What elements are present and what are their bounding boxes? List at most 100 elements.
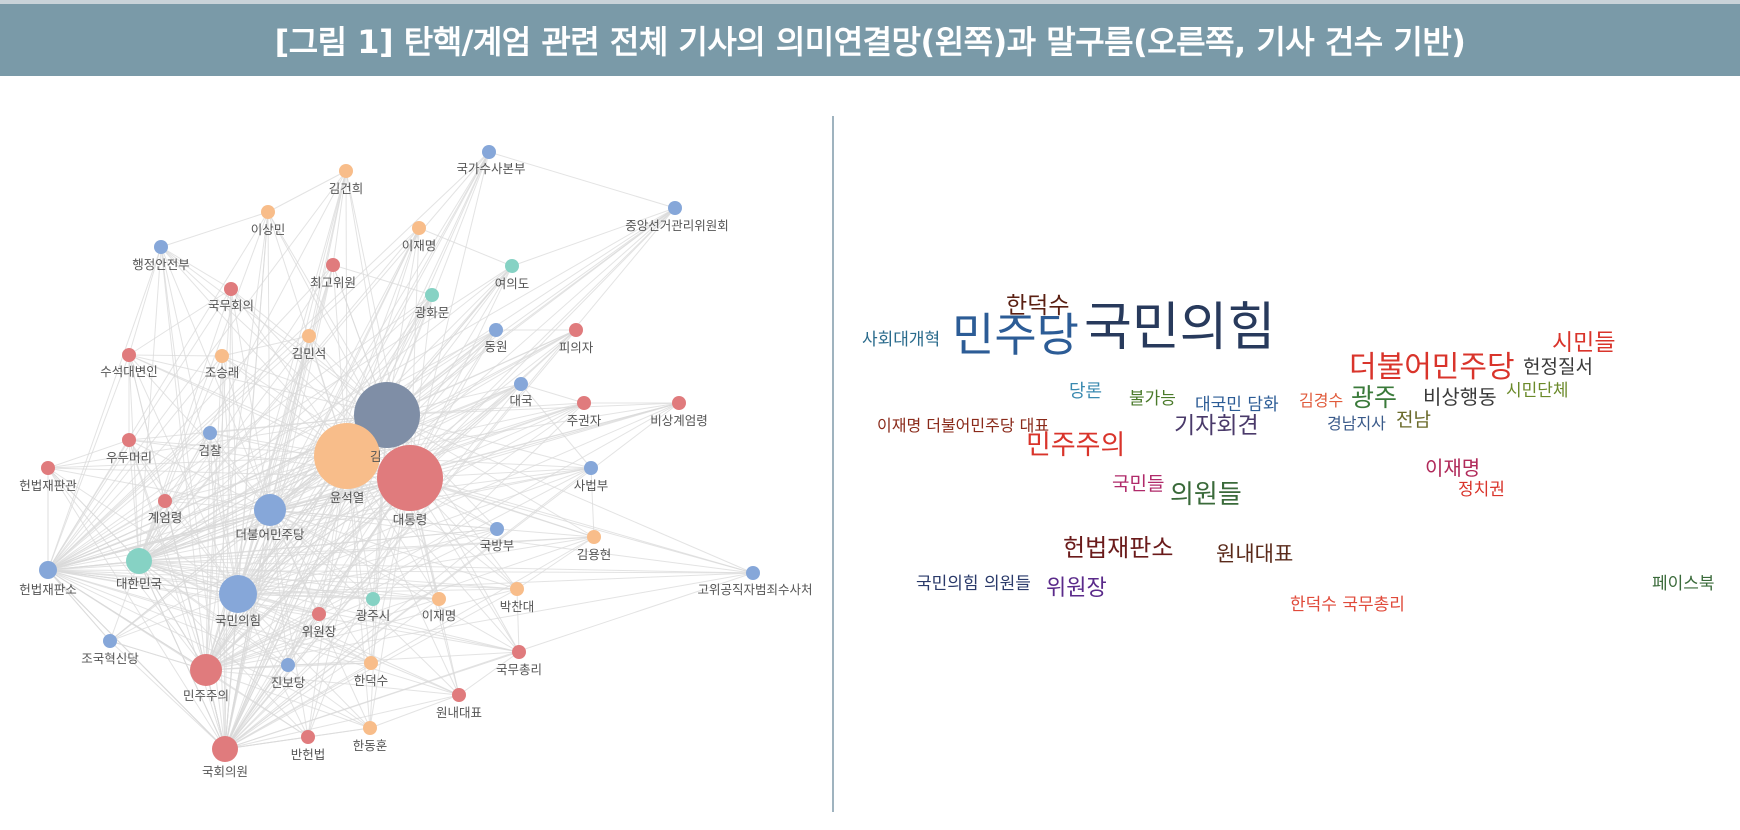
network-edge xyxy=(230,288,239,595)
network-node xyxy=(224,282,238,296)
network-node xyxy=(412,221,426,235)
network-edge xyxy=(160,246,271,511)
wordcloud-word: 국민의힘 xyxy=(1084,298,1276,358)
wordcloud-word: 기자회견 xyxy=(1174,413,1259,439)
network-edge xyxy=(47,528,498,571)
network-edge xyxy=(209,432,239,595)
network-node-label: 이재명 xyxy=(422,608,457,623)
wordcloud-word: 더불어민주당 xyxy=(1349,350,1515,385)
network-edge xyxy=(237,593,460,696)
network-node xyxy=(103,634,117,648)
network-node xyxy=(505,259,519,273)
figure-title: [그림 1] 탄핵/계엄 관련 전체 기사의 의미연결망(왼쪽)과 말구름(오른… xyxy=(274,23,1466,61)
network-node xyxy=(215,349,229,363)
network-node xyxy=(281,658,295,672)
network-edge xyxy=(47,455,348,571)
network-node xyxy=(122,348,136,362)
wordcloud-word: 경남지사 xyxy=(1327,414,1386,433)
network-edge xyxy=(409,477,520,653)
network-edge xyxy=(224,509,271,750)
network-edge xyxy=(47,569,372,664)
network-edge xyxy=(47,569,289,666)
network-edge xyxy=(409,265,513,479)
network-edge xyxy=(386,414,592,469)
network-node-label: 김용현 xyxy=(577,547,612,562)
network-edge xyxy=(160,246,232,290)
network-edge xyxy=(237,593,371,729)
network-edge xyxy=(458,651,520,696)
network-edge xyxy=(205,455,348,671)
network-node-label: 동원 xyxy=(484,339,507,354)
network-node xyxy=(254,494,286,526)
network-edge xyxy=(409,477,754,574)
network-node-label: 헌법재판소 xyxy=(19,582,77,597)
network-node xyxy=(452,688,466,702)
network-edge xyxy=(224,598,374,750)
wordcloud-word: 한덕수 국무총리 xyxy=(1290,595,1405,615)
network-edge xyxy=(237,207,676,595)
network-edge xyxy=(47,455,348,469)
network-edge xyxy=(269,509,520,653)
network-node xyxy=(326,258,340,272)
network-edge xyxy=(307,727,371,738)
network-node-label: 비상계엄령 xyxy=(650,413,708,428)
network-edge xyxy=(224,227,420,750)
network-node-label: 조승래 xyxy=(205,365,240,380)
network-edge xyxy=(230,288,388,416)
network-edge xyxy=(287,613,320,666)
network-node-label: 사법부 xyxy=(574,478,609,493)
network-edge xyxy=(47,439,130,571)
network-edge xyxy=(160,246,388,416)
network-node-label: 대한민국 xyxy=(116,576,162,591)
wordcloud-word: 위원장 xyxy=(1046,576,1107,601)
wordcloud-word: 광주 xyxy=(1351,383,1398,412)
network-edge xyxy=(224,170,347,750)
network-edge xyxy=(224,664,289,750)
network-edge xyxy=(386,414,754,574)
network-node-label: 주권자 xyxy=(567,413,602,428)
network-edge xyxy=(128,354,271,511)
network-edge xyxy=(160,211,269,248)
network-edge xyxy=(47,383,522,571)
network-edge xyxy=(287,662,372,666)
network-node xyxy=(219,575,257,613)
network-node xyxy=(212,736,238,762)
network-edge xyxy=(138,560,520,653)
network-nodes xyxy=(39,145,760,762)
network-edge xyxy=(128,288,232,356)
network-edge xyxy=(138,560,309,738)
network-edge xyxy=(409,477,460,696)
wordcloud-word: 의원들 xyxy=(1170,480,1242,510)
network-node-label: 국방부 xyxy=(480,538,515,553)
network-edge xyxy=(237,170,347,595)
wordcloud-word: 김경수 xyxy=(1299,391,1344,410)
network-edge xyxy=(128,354,223,357)
network-node xyxy=(514,377,528,391)
network-edge xyxy=(205,477,411,671)
network-node xyxy=(425,288,439,302)
network-edge xyxy=(128,439,140,562)
network-edge xyxy=(205,669,371,729)
network-edge xyxy=(47,246,162,571)
title-bar: [그림 1] 탄핵/계엄 관련 전체 기사의 의미연결망(왼쪽)과 말구름(오른… xyxy=(0,4,1740,76)
network-node-label: 수석대변인 xyxy=(100,364,158,379)
wordcloud-word: 한덕수 xyxy=(1006,293,1070,319)
network-node xyxy=(301,730,315,744)
network-edge xyxy=(47,569,111,642)
network-edge xyxy=(269,329,577,511)
network-edge xyxy=(47,294,433,571)
network-edge xyxy=(224,402,585,750)
network-edge xyxy=(47,467,207,671)
wordcloud-word: 국민의힘 의원들 xyxy=(916,574,1031,594)
network-node-label: 우두머리 xyxy=(106,450,152,465)
network-node-label: 국민의힘 xyxy=(215,613,261,628)
network-node xyxy=(190,654,222,686)
network-edge xyxy=(237,477,411,595)
network-edge xyxy=(237,264,334,595)
network-edge xyxy=(237,593,440,600)
wordcloud-word: 당론 xyxy=(1069,381,1103,402)
network-edge xyxy=(128,354,348,457)
network-node xyxy=(672,396,686,410)
network-node-label: 진보당 xyxy=(271,675,306,690)
network-node xyxy=(312,607,326,621)
